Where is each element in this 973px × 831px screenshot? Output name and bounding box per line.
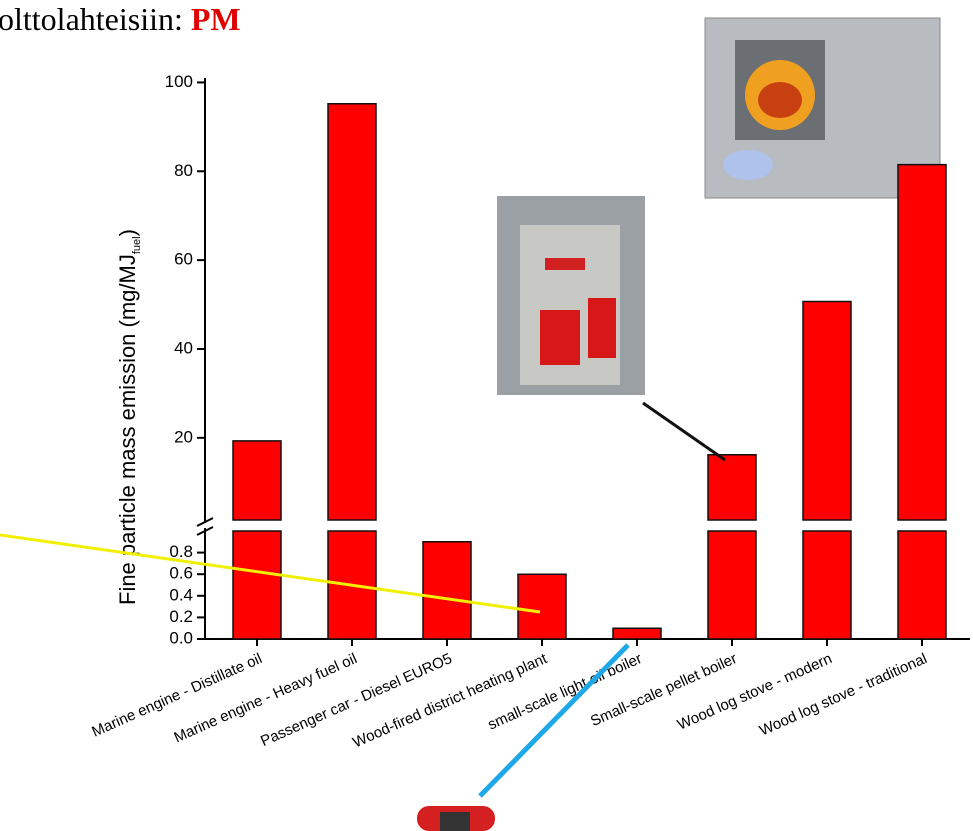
y-tick-label: 0.6: [169, 564, 193, 583]
y-tick-label: 0.2: [169, 607, 193, 626]
bar: [518, 574, 566, 639]
y-tick-label: 0.0: [169, 628, 193, 647]
y-tick-label: 0.4: [169, 585, 193, 604]
y-tick-label: 80: [174, 161, 193, 180]
x-tick-label: Marine engine - Distillate oil: [89, 650, 264, 740]
device-photo: [417, 806, 495, 831]
x-tick-label: Wood log stove - traditional: [757, 650, 930, 739]
bar: [423, 542, 471, 639]
y-tick-label: 60: [174, 250, 193, 269]
title-highlight: PM: [191, 1, 241, 37]
chart: olttolahteisiin: PM 0.00.20.40.60.820406…: [0, 0, 973, 831]
bar: [898, 165, 946, 639]
chart-title: olttolahteisiin: PM: [0, 1, 241, 37]
y-label-part: ): [115, 229, 140, 236]
bar: [708, 455, 756, 639]
y-label-part: fuel: [131, 236, 143, 254]
boiler-photo: [497, 196, 645, 395]
x-tick-label: small-scale light oil boiler: [485, 650, 644, 733]
bar: [328, 104, 376, 639]
y-tick-label: 100: [165, 72, 193, 91]
y-axis-label: Fine particle mass emission (mg/MJfuel): [115, 229, 143, 605]
y-tick-label: 20: [174, 427, 193, 446]
x-tick-label: Wood log stove - modern: [675, 650, 835, 734]
bar: [233, 441, 281, 639]
bar: [613, 628, 661, 639]
y-tick-label: 40: [174, 338, 193, 357]
title-text: olttolahteisiin:: [0, 1, 183, 37]
bar: [803, 301, 851, 639]
